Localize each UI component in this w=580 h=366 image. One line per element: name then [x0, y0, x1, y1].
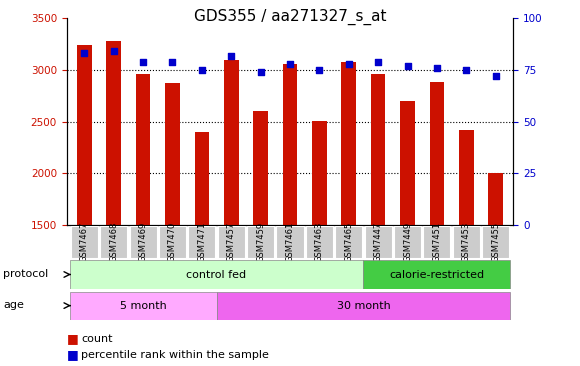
Text: 30 month: 30 month [336, 300, 390, 311]
Point [344, 61, 353, 67]
Text: GSM7467: GSM7467 [80, 222, 89, 262]
Point [168, 59, 177, 65]
Point [79, 51, 89, 56]
Bar [342, 62, 356, 225]
Text: GSM7447: GSM7447 [374, 222, 383, 262]
Bar [77, 45, 92, 225]
Text: GSM7465: GSM7465 [345, 222, 353, 262]
Bar [129, 226, 157, 258]
Text: control fed: control fed [187, 269, 246, 280]
Text: GSM7471: GSM7471 [197, 222, 206, 262]
Text: GSM7457: GSM7457 [227, 222, 235, 262]
Text: protocol: protocol [3, 269, 48, 279]
Bar [165, 83, 180, 225]
Bar [400, 101, 415, 225]
Text: calorie-restricted: calorie-restricted [389, 269, 484, 280]
Bar [371, 74, 386, 225]
Text: percentile rank within the sample: percentile rank within the sample [81, 350, 269, 360]
Bar [159, 226, 186, 258]
Text: GSM7449: GSM7449 [403, 222, 412, 262]
Text: ■: ■ [67, 348, 78, 362]
Bar [247, 226, 274, 258]
Point [285, 61, 295, 67]
Point [403, 63, 412, 69]
Text: 5 month: 5 month [119, 300, 166, 311]
Point [462, 67, 471, 73]
Point [315, 67, 324, 73]
Text: GSM7470: GSM7470 [168, 222, 177, 262]
Bar [70, 292, 216, 320]
Text: GSM7459: GSM7459 [256, 222, 265, 262]
Bar [394, 226, 421, 258]
Bar [365, 226, 392, 258]
Bar [312, 121, 327, 225]
Text: GSM7468: GSM7468 [109, 222, 118, 262]
Bar [277, 226, 303, 258]
Bar [71, 226, 98, 258]
Point [256, 69, 265, 75]
Bar [224, 60, 238, 225]
Text: GSM7455: GSM7455 [491, 222, 500, 262]
Bar [306, 226, 333, 258]
Bar [70, 261, 364, 288]
Text: GSM7463: GSM7463 [315, 222, 324, 262]
Bar [216, 292, 510, 320]
Point [109, 48, 118, 54]
Bar [194, 132, 209, 225]
Bar [136, 74, 150, 225]
Bar [423, 226, 451, 258]
Point [197, 67, 206, 73]
Bar [335, 226, 362, 258]
Bar [100, 226, 127, 258]
Bar [188, 226, 215, 258]
Bar [488, 173, 503, 225]
Bar [364, 261, 510, 288]
Bar [106, 41, 121, 225]
Text: age: age [3, 299, 24, 310]
Text: ■: ■ [67, 332, 78, 345]
Point [432, 65, 441, 71]
Bar [282, 64, 298, 225]
Point [227, 53, 236, 59]
Text: GSM7469: GSM7469 [139, 222, 147, 262]
Bar [218, 226, 245, 258]
Bar [453, 226, 480, 258]
Text: GSM7461: GSM7461 [285, 222, 295, 262]
Bar [253, 111, 268, 225]
Point [139, 59, 148, 65]
Text: GDS355 / aa271327_s_at: GDS355 / aa271327_s_at [194, 9, 386, 25]
Text: count: count [81, 333, 113, 344]
Text: GSM7453: GSM7453 [462, 222, 471, 262]
Point [491, 73, 501, 79]
Bar [482, 226, 509, 258]
Point [374, 59, 383, 65]
Bar [430, 82, 444, 225]
Bar [459, 130, 474, 225]
Text: GSM7451: GSM7451 [433, 222, 441, 262]
